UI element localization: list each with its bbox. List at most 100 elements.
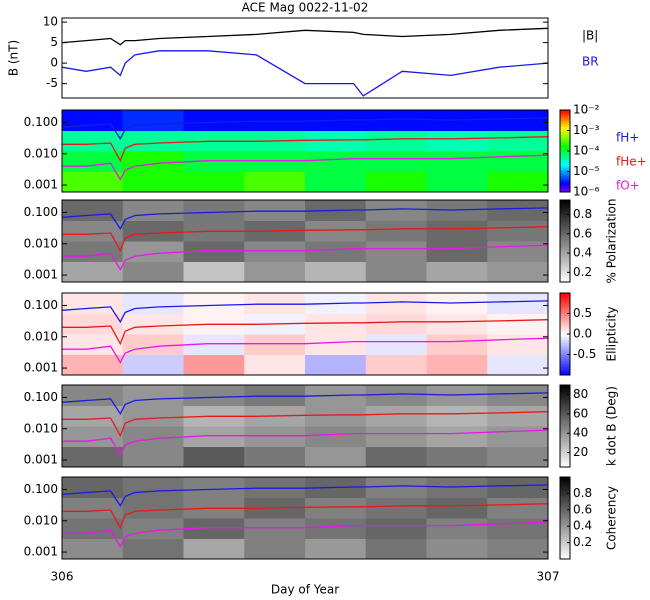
colorbar-segment [560, 110, 570, 113]
colorbar-segment [560, 317, 570, 321]
colorbar-segment [560, 163, 570, 166]
colorbar-frame [559, 199, 571, 283]
heatmap-cell [365, 151, 427, 172]
heatmap-cell [122, 261, 184, 283]
colorbar-tick-label: 0.4 [573, 519, 592, 533]
colorbar-segment [560, 222, 570, 226]
colorbar-segment [560, 411, 570, 415]
colorbar-segment [560, 556, 570, 560]
heatmap-cell [305, 405, 367, 427]
heatmap-cell [244, 110, 306, 131]
colorbar-segment [560, 132, 570, 136]
colorbar-segment [560, 247, 570, 250]
y-tick-label: 0.100 [24, 298, 58, 312]
colorbar-tick-label: 10⁻³ [573, 123, 600, 137]
heatmap-cell [426, 151, 488, 172]
heatmap-cell [62, 261, 124, 283]
colorbar-segment [560, 214, 570, 217]
heatmap-cell [122, 497, 184, 519]
y-tick-label: 0.010 [24, 329, 58, 343]
heatmap-cell [365, 334, 427, 355]
heatmap-cell [62, 293, 124, 314]
panel-frame [61, 17, 549, 99]
heatmap-cell [305, 334, 367, 355]
colorbar-segment [560, 405, 570, 409]
colorbar-segment [560, 146, 570, 150]
colorbar-segment [560, 315, 570, 319]
colorbar-segment [560, 269, 570, 273]
y-tick-label: 0.001 [24, 361, 58, 375]
colorbar-segment [560, 305, 570, 308]
panel-frame [61, 476, 549, 560]
colorbar-segment [560, 483, 570, 486]
colorbar-segment [560, 548, 570, 552]
colorbar-segment [560, 323, 570, 327]
heatmap-cell [122, 354, 184, 376]
heatmap-cell [183, 446, 245, 468]
colorbar-segment [560, 249, 570, 252]
y-axis-label: B (nT) [7, 40, 21, 76]
colorbar-segment [560, 344, 570, 347]
heatmap-cell [305, 538, 367, 560]
colorbar-segment [560, 118, 570, 121]
x-tick-label: 306 [51, 570, 74, 584]
heatmap-cell [62, 354, 124, 376]
colorbar-segment [560, 409, 570, 413]
colorbar-segment [560, 430, 570, 433]
colorbar-segment [560, 212, 570, 215]
heatmap-cell [62, 130, 124, 152]
colorbar-tick-label: 80 [573, 387, 588, 401]
heatmap-cell [487, 518, 549, 539]
colorbar-segment [560, 140, 570, 144]
colorbar-tick-label: 10⁻⁶ [573, 185, 600, 199]
colorbar-segment [560, 200, 570, 203]
heatmap-cell [305, 446, 367, 468]
colorbar-frame [559, 476, 571, 560]
colorbar-segment [560, 151, 570, 154]
colorbar-segment [560, 493, 570, 496]
colorbar-segment [560, 426, 570, 429]
colorbar-segment [560, 338, 570, 341]
colorbar-label: Coherency [605, 486, 619, 550]
heatmap-cell [487, 497, 549, 519]
heatmap-cell [487, 334, 549, 355]
colorbar-tick-label: 20 [573, 445, 588, 459]
colorbar-segment [560, 501, 570, 505]
colorbar-segment [560, 434, 570, 437]
colorbar-segment [560, 301, 570, 304]
heatmap-cell [183, 385, 245, 406]
heatmap-cell [365, 171, 427, 193]
panel-frame [61, 292, 549, 376]
colorbar-segment [560, 511, 570, 515]
frequency-line [62, 319, 549, 346]
field-line [61, 27, 549, 46]
heatmap-cell [62, 497, 124, 519]
heatmap-cell [487, 426, 549, 447]
heatmap-cell [122, 446, 184, 468]
colorbar-segment [560, 458, 570, 462]
y-tick-label: 0.100 [24, 482, 58, 496]
heatmap-cell [365, 426, 427, 447]
colorbar-segment [560, 253, 570, 256]
y-tick-label: 0.010 [24, 513, 58, 527]
colorbar-segment [560, 393, 570, 396]
colorbar-segment [560, 364, 570, 368]
heatmap-cell [244, 261, 306, 283]
frequency-line [61, 392, 549, 416]
heatmap-cell [487, 110, 549, 131]
colorbar-segment [560, 275, 570, 279]
heatmap-cell [487, 200, 549, 221]
colorbar-segment [560, 362, 570, 366]
colorbar-segment [560, 550, 570, 554]
heatmap-cell [244, 293, 306, 314]
colorbar-segment [560, 159, 570, 162]
y-tick-label: 0.001 [24, 453, 58, 467]
heatmap-cell [305, 151, 367, 172]
heatmap-cell [183, 241, 245, 262]
colorbar-segment [560, 189, 570, 193]
colorbar-segment [560, 220, 570, 224]
heatmap-cell [183, 518, 245, 539]
colorbar-segment [560, 130, 570, 134]
colorbar-segment [560, 297, 570, 300]
colorbar-segment [560, 532, 570, 535]
